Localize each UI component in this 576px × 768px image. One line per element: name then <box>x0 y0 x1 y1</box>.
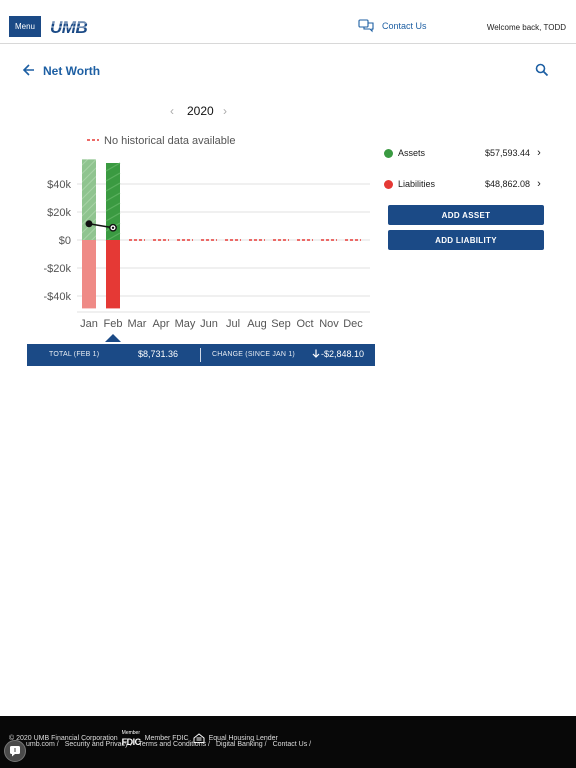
contact-us-label: Contact Us <box>382 21 427 31</box>
asset-bar-hatch <box>105 192 121 202</box>
net-worth-point-center <box>111 226 115 229</box>
add-liability-button[interactable]: ADD LIABILITY <box>388 230 544 250</box>
y-tick-label: $20k <box>47 207 71 219</box>
x-tick-label: Aug <box>247 318 267 330</box>
x-tick-label: Mar <box>128 318 147 330</box>
fdic-member-small: Member <box>121 730 140 736</box>
net-worth-chart: $40k $20k $0 -$20k -$40k No historical data a… <box>25 128 375 342</box>
menu-button[interactable]: Menu <box>9 16 41 37</box>
equal-housing-icon <box>193 733 205 743</box>
total-label: TOTAL (FEB 1) <box>49 351 100 358</box>
x-tick-label: Jan <box>80 318 98 330</box>
asset-bar <box>106 163 120 240</box>
chat-icon <box>358 19 374 33</box>
y-tick-label: $0 <box>59 235 71 247</box>
no-data-annotation: No historical data available <box>104 135 235 147</box>
liability-bar <box>106 240 120 309</box>
equal-housing-text: Equal Housing Lender <box>208 734 278 742</box>
summary-bar: TOTAL (FEB 1) $8,731.36 CHANGE (SINCE JA… <box>27 344 375 366</box>
footer-link-contact[interactable]: Contact Us / <box>272 741 312 748</box>
asset-bar-hatch <box>105 172 121 182</box>
x-tick-label: Dec <box>343 318 363 330</box>
y-tick-label: -$40k <box>43 291 71 303</box>
year-label: 2020 <box>187 104 214 118</box>
liabilities-label: Liabilities <box>398 179 436 189</box>
x-tick-label: Apr <box>152 318 169 330</box>
welcome-text: Welcome back, TODD <box>486 23 566 32</box>
footer-link-terms[interactable]: Terms and Conditions / <box>138 741 210 748</box>
previous-year-chevron-icon[interactable]: ‹ <box>170 104 174 118</box>
liabilities-amount: $48,862.08 <box>484 179 530 189</box>
fdic-logo: Member FDIC <box>121 729 142 747</box>
assets-label: Assets <box>398 148 426 158</box>
footer: © 2020 UMB Financial Corporation Member F… <box>0 716 576 768</box>
asset-bar-hatch <box>105 162 121 172</box>
change-label: CHANGE (SINCE JAN 1) <box>212 351 295 358</box>
y-tick-label: $40k <box>47 179 71 191</box>
assets-row[interactable]: Assets $57,593.44 › <box>384 145 544 161</box>
x-tick-label: Jun <box>200 318 218 330</box>
footer-link-security[interactable]: Security and Privacy / <box>64 741 133 748</box>
copyright-text: © 2020 UMB Financial Corporation <box>9 734 118 742</box>
contact-us-link[interactable]: Contact Us <box>358 19 427 33</box>
x-tick-label: Nov <box>319 318 339 330</box>
change-value: -$2,848.10 <box>321 349 365 359</box>
y-tick-label: -$20k <box>43 263 71 275</box>
total-value: $8,731.36 <box>138 349 179 359</box>
footer-legal-line: © 2020 UMB Financial Corporation Member F… <box>9 729 278 747</box>
x-tick-label: May <box>175 318 196 330</box>
chart-svg: $40k $20k $0 -$20k -$40k No historical data a… <box>43 135 370 342</box>
footer-link-digital-banking[interactable]: Digital Banking / <box>215 741 267 748</box>
summary-divider <box>200 348 201 362</box>
next-year-chevron-icon[interactable]: › <box>223 104 227 118</box>
change-value-wrapper: -$2,848.10 <box>312 349 364 359</box>
selected-month-pointer <box>105 334 121 342</box>
search-icon[interactable] <box>535 63 549 77</box>
footer-links: umb.com / Security and Privacy / Terms a… <box>26 741 311 748</box>
add-asset-button[interactable]: ADD ASSET <box>388 205 544 225</box>
chat-bubble-icon <box>10 746 20 757</box>
asset-bar-hatch <box>105 182 121 192</box>
umb-logo[interactable]: UMB <box>50 18 110 36</box>
asset-bar-hatch <box>105 212 121 222</box>
chat-bubble-button[interactable] <box>4 740 26 762</box>
back-arrow-icon[interactable] <box>22 63 36 77</box>
x-tick-label: Sep <box>271 318 291 330</box>
fdic-logo-text: FDIC <box>121 737 142 747</box>
member-fdic-text: Member FDIC <box>144 734 189 742</box>
liabilities-row[interactable]: Liabilities $48,862.08 › <box>384 176 544 192</box>
liabilities-color-dot <box>384 179 393 189</box>
net-worth-point <box>85 220 93 228</box>
assets-color-dot <box>384 148 393 158</box>
asset-bar <box>82 159 96 240</box>
footer-link-umb[interactable]: umb.com / <box>26 741 59 748</box>
assets-amount: $57,593.44 <box>484 148 530 158</box>
page-title: Net Worth <box>43 64 101 78</box>
x-tick-label: Oct <box>296 318 313 330</box>
top-header: Menu UMB Contact Us Welcome back, TODD <box>0 0 576 44</box>
chevron-right-icon: › <box>537 147 541 159</box>
x-tick-label: Jul <box>226 318 240 330</box>
chevron-right-icon: › <box>537 178 541 190</box>
down-arrow-icon <box>312 349 320 358</box>
net-worth-line <box>88 223 114 229</box>
asset-bar-hatch <box>105 232 121 242</box>
x-tick-label: Feb <box>104 318 123 330</box>
asset-bar-hatch <box>105 202 121 212</box>
liability-bar <box>82 240 96 309</box>
